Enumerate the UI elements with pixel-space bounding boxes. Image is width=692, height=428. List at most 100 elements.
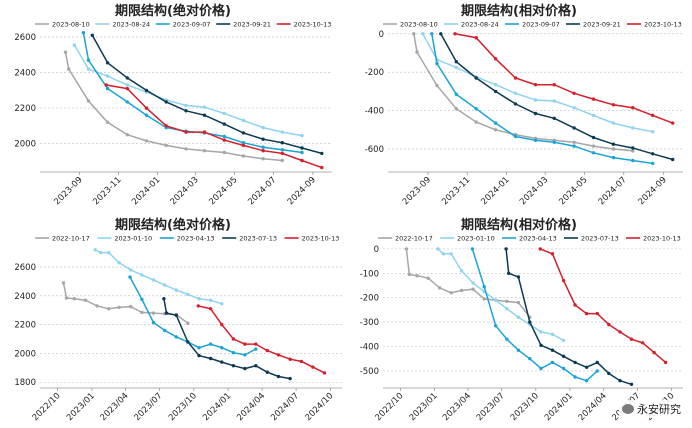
legend-entry: 2023-09-21	[216, 21, 271, 29]
data-point	[591, 135, 596, 140]
data-point	[471, 287, 475, 291]
data-point	[494, 324, 498, 328]
data-point	[415, 50, 419, 54]
legend-entry: 2023-04-13	[502, 235, 557, 243]
data-point	[276, 374, 281, 379]
x-tick-label: 2023-11	[91, 175, 123, 207]
legend-entry: 2022-10-17	[378, 235, 433, 243]
data-point	[550, 332, 555, 336]
chart-bottom-left: 期限结构(绝对价格) 2022-10-17 2023-01-10 2023-04-13…	[14, 217, 342, 423]
y-tick-label: 0	[379, 30, 384, 40]
data-point	[572, 106, 576, 110]
x-tick-label: 2023/01	[408, 391, 440, 423]
data-point	[320, 165, 324, 170]
data-point	[552, 140, 556, 144]
x-tick-label: 2023/07	[475, 391, 507, 423]
legend-entry: 2023-09-07	[155, 21, 211, 29]
data-point	[421, 32, 425, 36]
y-tick-label: 1800	[14, 378, 36, 388]
watermark-text: 永安研究	[637, 403, 681, 416]
legend-entry: 2023-08-24	[95, 21, 150, 29]
data-point	[482, 297, 486, 301]
data-point	[184, 103, 188, 108]
data-point	[435, 83, 439, 88]
data-point	[507, 271, 511, 275]
data-point	[591, 144, 596, 148]
legend-label: 2023-08-24	[461, 21, 499, 29]
data-point	[222, 122, 226, 126]
data-point	[494, 298, 498, 302]
data-point	[243, 342, 247, 346]
data-point	[261, 157, 265, 161]
y-tick-label: 2200	[14, 104, 36, 114]
legend-entry: 2023-10-13	[276, 21, 332, 29]
x-tick-label: 2024/04	[577, 391, 609, 423]
data-point	[125, 86, 129, 91]
x-tick-label: 2022/10	[31, 391, 63, 423]
data-point	[607, 322, 611, 327]
legend-label: 2023-10-13	[644, 21, 682, 29]
x-tick-label: 2024-03	[518, 175, 550, 207]
data-point	[482, 285, 486, 289]
x-tick-label: 2024-05	[557, 175, 589, 207]
data-point	[202, 149, 207, 153]
data-point	[513, 91, 518, 96]
data-point	[631, 158, 635, 163]
data-point	[174, 288, 178, 292]
y-tick-label: 2400	[14, 292, 36, 302]
data-point	[493, 128, 498, 132]
data-point	[117, 305, 121, 310]
data-point	[607, 371, 611, 376]
x-tick-label: 2023/10	[167, 391, 199, 423]
data-point	[550, 360, 555, 365]
data-point	[208, 356, 213, 361]
legend-entry: 2023-01-10	[97, 235, 152, 243]
legend-entry: 2023-10-13	[284, 235, 340, 243]
data-point	[404, 247, 409, 251]
x-tick-label: 2024/04	[235, 391, 267, 423]
chart-bottom-right: 期限结构(相对价格) 2022-10-17 2023-01-10 2023-04-13…	[360, 217, 683, 423]
data-point	[276, 353, 281, 357]
data-point	[125, 100, 129, 104]
y-tick-label: -400	[360, 343, 379, 353]
data-point	[220, 360, 224, 364]
legend-entry: 2023-08-24	[444, 21, 499, 29]
data-point	[426, 276, 430, 280]
data-point	[595, 311, 599, 316]
data-point	[231, 337, 236, 341]
legend-label: 2023-08-10	[400, 21, 438, 29]
data-point	[95, 304, 99, 308]
series-line	[163, 298, 291, 380]
data-point	[493, 57, 498, 61]
data-point	[573, 360, 577, 365]
y-tick-label: -200	[360, 294, 379, 304]
data-point	[151, 278, 156, 282]
data-point	[144, 106, 149, 110]
data-point	[299, 359, 303, 364]
y-tick-label: -400	[365, 107, 384, 117]
data-point	[640, 341, 645, 345]
data-point	[197, 353, 201, 358]
data-point	[104, 83, 109, 87]
data-point	[61, 281, 66, 285]
data-point	[186, 321, 190, 325]
legend-label: 2023-10-13	[643, 235, 681, 243]
data-point	[64, 296, 69, 300]
data-point	[513, 76, 518, 80]
legend-label: 2023-04-13	[519, 235, 557, 243]
legend-label: 2023-10-13	[294, 21, 332, 29]
legend-label: 2023-09-07	[173, 21, 211, 29]
y-tick-label: 2200	[14, 321, 36, 331]
x-tick-label: 2024-05	[207, 175, 239, 207]
data-point	[611, 121, 616, 125]
data-point	[516, 300, 521, 305]
data-point	[584, 311, 589, 316]
data-point	[197, 297, 201, 301]
data-point	[516, 275, 521, 279]
x-tick-label: 2023/10	[509, 391, 541, 423]
data-point	[516, 348, 521, 352]
data-point	[107, 250, 111, 255]
legend-label: 2023-10-13	[302, 235, 340, 243]
data-point	[552, 116, 556, 121]
data-point	[241, 118, 246, 123]
